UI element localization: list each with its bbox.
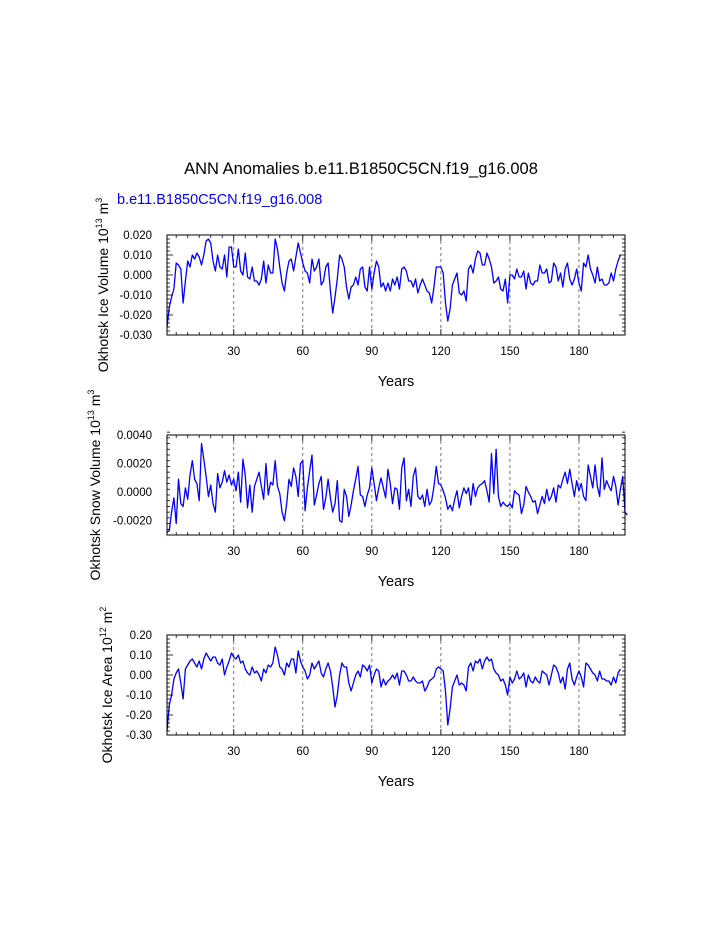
x-tick-label: 180: [569, 346, 588, 358]
x-tick-label: 30: [227, 346, 240, 358]
y-tick-label: 0.0020: [117, 459, 152, 471]
y-axis-label-unit: m: [99, 612, 115, 628]
y-tick-label: 0.000: [123, 270, 152, 282]
figure-title: ANN Anomalies b.e11.B1850C5CN.f19_g16.00…: [184, 160, 538, 178]
y-axis-label-exponent: 12: [98, 627, 108, 637]
x-tick-label: 60: [296, 546, 309, 558]
y-axis-label-unit-exponent: 3: [86, 390, 96, 395]
x-tick-label: 60: [296, 346, 309, 358]
x-tick-label: 150: [500, 746, 519, 758]
x-tick-label: 180: [569, 546, 588, 558]
y-tick-label: -0.020: [119, 310, 152, 322]
x-tick-label: 120: [431, 346, 450, 358]
plot-frame: [166, 634, 626, 736]
x-tick-label: 150: [500, 546, 519, 558]
x-axis-label: Years: [378, 774, 415, 790]
y-tick-label: 0.0000: [117, 487, 152, 499]
y-axis-label: Okhotsk Ice Volume 1013 m3: [94, 198, 111, 373]
y-axis-label-unit-exponent: 3: [94, 198, 104, 203]
y-tick-label: 0.010: [123, 250, 152, 262]
y-tick-label: -0.10: [126, 690, 152, 702]
x-tick-label: 60: [296, 746, 309, 758]
y-tick-label: 0.10: [130, 650, 152, 662]
y-axis-label: Okhotsk Ice Area 1012 m2: [98, 607, 115, 764]
y-tick-label: -0.30: [126, 730, 152, 742]
y-tick-label: 0.20: [130, 630, 152, 642]
y-tick-label: 0.020: [123, 230, 152, 242]
x-tick-label: 30: [227, 546, 240, 558]
y-axis-label-text: Okhotsk Ice Volume 10: [95, 228, 111, 372]
x-tick-label: 180: [569, 746, 588, 758]
y-tick-label: -0.030: [119, 330, 152, 342]
plot-frame: [166, 434, 626, 536]
y-axis-label-unit: m: [95, 203, 111, 219]
y-axis-label-text: Okhotsk Ice Area 10: [99, 637, 115, 763]
x-tick-label: 90: [365, 346, 378, 358]
y-axis-label-unit: m: [87, 395, 103, 411]
panel-ice-volume: 30 60 90 120 150 180 -0.030 -0.020 -0.010 0.000 0.…: [94, 198, 626, 390]
y-tick-label: -0.0020: [113, 516, 152, 528]
y-tick-label: -0.010: [119, 290, 152, 302]
x-tick-label: 30: [227, 746, 240, 758]
x-tick-label: 120: [431, 546, 450, 558]
y-tick-label: 0.0040: [117, 430, 152, 442]
series-line: [166, 238, 622, 328]
y-axis-label-text: Okhotsk Snow Volume 10: [87, 420, 103, 581]
series-line: [166, 442, 628, 533]
panel-snow-volume: 30 60 90 120 150 180 -0.0020 0.0000 0.0020 0.0040…: [86, 390, 628, 590]
case-label: b.e11.B1850C5CN.f19_g16.008: [117, 192, 322, 208]
y-axis-label: Okhotsk Snow Volume 1013 m3: [86, 390, 103, 581]
y-axis-label-exponent: 13: [94, 218, 104, 228]
x-tick-label: 150: [500, 346, 519, 358]
y-axis-label-unit-exponent: 2: [98, 607, 108, 612]
y-tick-label: -0.20: [126, 710, 152, 722]
y-tick-label: 0.00: [130, 670, 152, 682]
x-axis-label: Years: [378, 574, 415, 590]
x-axis-label: Years: [378, 374, 415, 390]
plot-frame: [166, 234, 626, 336]
y-axis-label-exponent: 13: [86, 410, 96, 420]
x-tick-label: 90: [365, 546, 378, 558]
x-tick-label: 90: [365, 746, 378, 758]
panel-ice-area: 30 60 90 120 150 180 -0.30 -0.20 -0.10 0.00 0.10 0.…: [98, 607, 626, 790]
x-tick-label: 120: [431, 746, 450, 758]
series-line: [166, 646, 621, 732]
